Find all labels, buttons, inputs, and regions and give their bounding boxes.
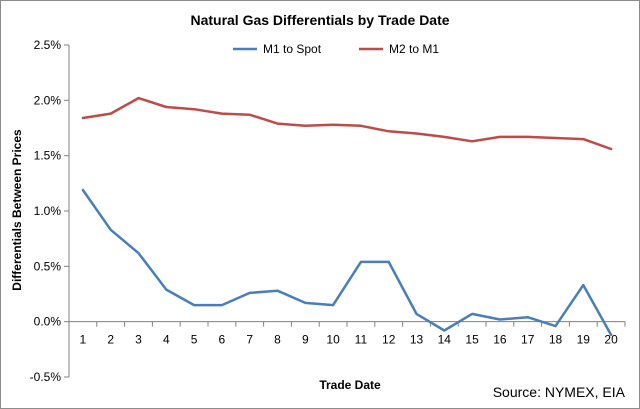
x-tick-label: 14: [438, 333, 452, 347]
x-tick-label: 18: [549, 333, 563, 347]
series-layer: [81, 96, 613, 337]
y-tick-label: 1.5%: [34, 149, 62, 163]
x-tick-label: 13: [410, 333, 424, 347]
y-axis-ticks: -0.5% 0.0% 0.5% 1.0% 1.5% 2.0% 2.5%: [30, 38, 69, 384]
x-tick-label: 5: [191, 333, 198, 347]
x-axis-ticks: 1 2 3 4 5 6 7 8 9 10 11 12 13 14 15 16 17 18 19 20: [68, 321, 626, 347]
source-note: Source: NYMEX, EIA: [493, 384, 626, 400]
chart-title: Natural Gas Differentials by Trade Date: [190, 12, 449, 28]
x-tick-label: 12: [382, 333, 396, 347]
x-tick-label: 9: [302, 333, 309, 347]
x-tick-label: 10: [326, 333, 340, 347]
x-tick-label: 11: [355, 333, 368, 347]
x-axis-title: Trade Date: [319, 378, 381, 392]
y-tick-label: 2.0%: [34, 93, 62, 107]
y-tick-label: 2.5%: [34, 38, 62, 52]
x-tick-label: 1: [80, 333, 87, 347]
x-tick-label: 15: [465, 333, 479, 347]
y-axis-title: Differentials Between Prices: [10, 129, 24, 291]
x-tick-label: 6: [219, 333, 226, 347]
x-tick-label: 17: [521, 333, 535, 347]
y-tick-label: 1.0%: [34, 204, 62, 218]
x-tick-label: 4: [163, 333, 170, 347]
legend-label: M1 to Spot: [263, 42, 322, 56]
x-tick-label: 8: [274, 333, 281, 347]
y-tick-label: 0.0%: [34, 315, 62, 329]
x-tick-label: 19: [577, 333, 591, 347]
legend-label: M2 to M1: [389, 42, 439, 56]
series-line-1: [81, 188, 613, 337]
x-tick-label: 3: [135, 333, 142, 347]
y-tick-label: 0.5%: [34, 259, 62, 273]
legend: M1 to Spot M2 to M1: [233, 42, 439, 56]
axes: [68, 45, 625, 377]
x-tick-label: 7: [246, 333, 253, 347]
x-tick-label: 20: [604, 333, 618, 347]
x-tick-label: 16: [493, 333, 507, 347]
series-line-2: [81, 96, 613, 151]
y-tick-label: -0.5%: [30, 370, 62, 384]
x-tick-label: 2: [107, 333, 114, 347]
